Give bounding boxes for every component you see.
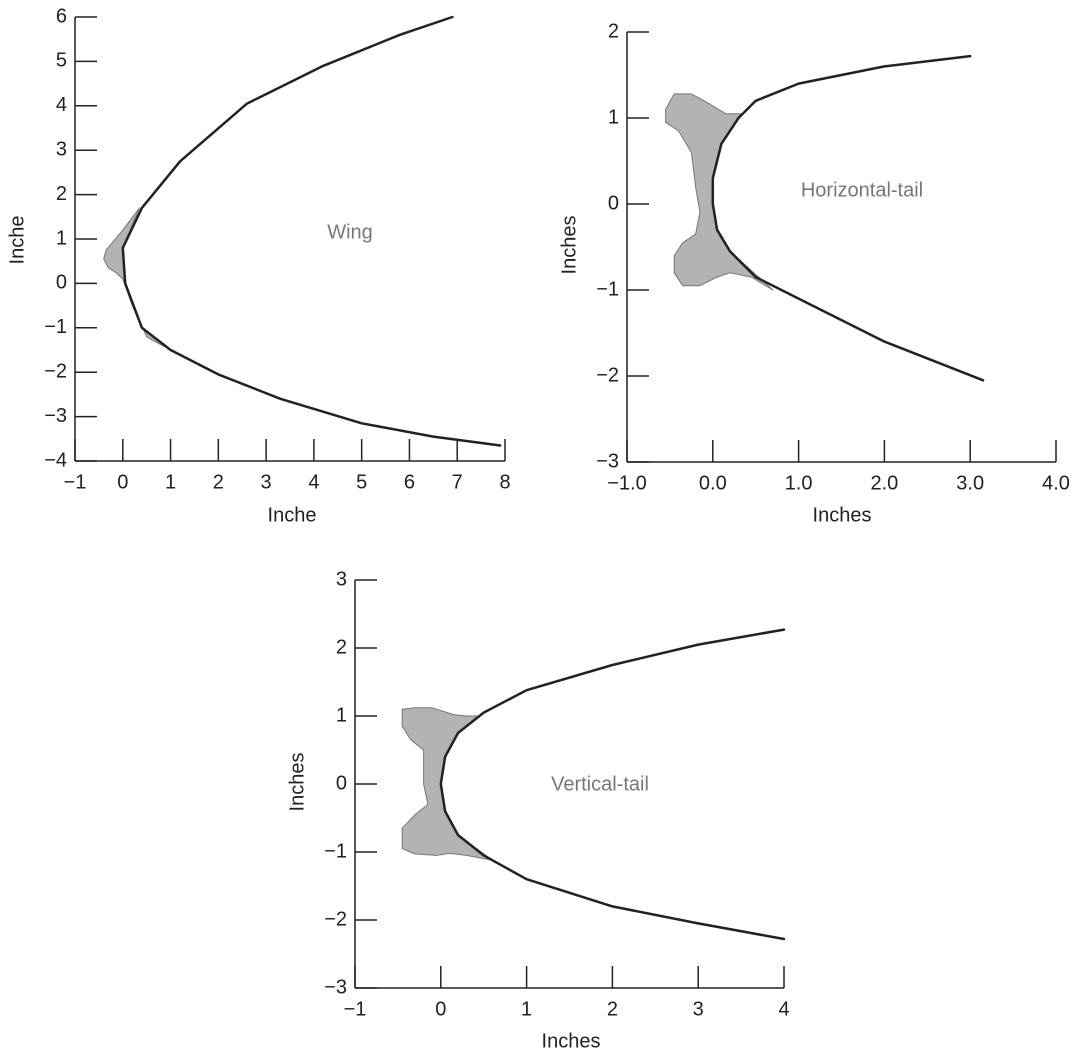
ice-shape <box>665 93 774 291</box>
x-tick-label: 4 <box>308 471 319 493</box>
annotation: Wing <box>327 221 373 243</box>
y-tick-label: −3 <box>324 976 347 998</box>
airfoil-contour <box>439 628 786 941</box>
airfoil-contour <box>121 15 502 447</box>
x-tick-label: 1 <box>521 998 532 1020</box>
x-tick-label: 8 <box>499 471 510 493</box>
y-tick-label: −1 <box>324 840 347 862</box>
x-tick-label: 0.0 <box>699 472 727 494</box>
annotation: Horizontal-tail <box>801 179 923 201</box>
ice-shape <box>103 207 215 373</box>
x-tick-label: 2 <box>607 998 618 1020</box>
x-tick-label: −1 <box>64 471 87 493</box>
y-tick-label: −1 <box>44 316 67 338</box>
x-tick-label: 2.0 <box>870 472 898 494</box>
x-tick-label: 3.0 <box>956 472 984 494</box>
ice-shape <box>401 707 493 861</box>
y-tick-label: 1 <box>56 227 67 249</box>
x-tick-label: 4 <box>778 998 789 1020</box>
y-tick-label: −1 <box>596 278 619 300</box>
x-axis-label: Inche <box>268 504 317 526</box>
annotation: Vertical-tail <box>551 773 649 795</box>
y-tick-label: −2 <box>44 360 67 382</box>
y-tick-label: 2 <box>336 636 347 658</box>
y-tick-label: −2 <box>324 908 347 930</box>
x-tick-label: 6 <box>404 471 415 493</box>
x-tick-label: −1.0 <box>607 472 646 494</box>
y-axis-label: Inche <box>6 216 28 265</box>
y-tick-label: 5 <box>56 50 67 72</box>
y-tick-label: −3 <box>596 450 619 472</box>
x-tick-label: 3 <box>261 471 272 493</box>
x-tick-label: 4.0 <box>1042 472 1070 494</box>
x-tick-label: 1.0 <box>785 472 813 494</box>
y-axis-label: Inches <box>558 216 580 275</box>
y-tick-label: −4 <box>44 449 67 471</box>
x-tick-label: 0 <box>435 998 446 1020</box>
x-axis-label: Inches <box>813 504 872 526</box>
x-tick-label: −1 <box>344 998 367 1020</box>
y-tick-label: 1 <box>608 106 619 128</box>
x-tick-label: 0 <box>117 471 128 493</box>
y-tick-label: 3 <box>336 568 347 590</box>
y-axis-label: Inches <box>286 753 308 812</box>
airfoil-contour <box>711 54 985 382</box>
y-tick-label: 3 <box>56 138 67 160</box>
y-tick-label: 0 <box>336 772 347 794</box>
x-tick-label: 5 <box>356 471 367 493</box>
x-axis-label: Inches <box>542 1030 601 1052</box>
x-tick-label: 1 <box>165 471 176 493</box>
x-tick-label: 7 <box>452 471 463 493</box>
y-tick-label: −2 <box>596 364 619 386</box>
y-tick-label: 1 <box>336 704 347 726</box>
y-tick-label: 0 <box>56 272 67 294</box>
y-tick-label: 6 <box>56 5 67 27</box>
x-tick-label: 2 <box>213 471 224 493</box>
y-tick-label: 2 <box>608 20 619 42</box>
x-tick-label: 3 <box>693 998 704 1020</box>
y-tick-label: 0 <box>608 192 619 214</box>
y-tick-label: −3 <box>44 405 67 427</box>
y-tick-label: 4 <box>56 94 67 116</box>
y-tick-label: 2 <box>56 183 67 205</box>
